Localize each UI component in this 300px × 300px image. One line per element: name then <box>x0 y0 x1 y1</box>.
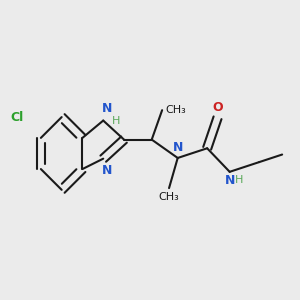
Text: Cl: Cl <box>11 111 24 124</box>
Text: H: H <box>112 116 120 126</box>
Text: N: N <box>224 174 235 187</box>
Text: O: O <box>212 101 223 114</box>
Text: N: N <box>101 102 112 115</box>
Text: CH₃: CH₃ <box>165 105 186 115</box>
Text: N: N <box>172 141 183 154</box>
Text: H: H <box>235 175 243 184</box>
Text: CH₃: CH₃ <box>159 192 179 202</box>
Text: N: N <box>101 164 112 177</box>
